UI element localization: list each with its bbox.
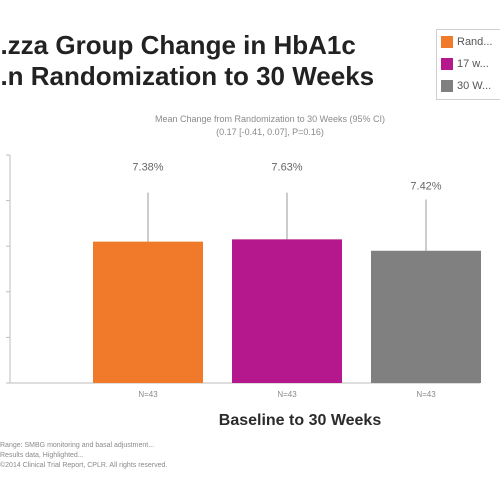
legend-swatch-gray (441, 80, 453, 92)
bar (232, 239, 342, 383)
legend-label: Rand... (457, 36, 493, 48)
chart-title: ...zza Group Change in HbA1c ...n Random… (0, 30, 430, 92)
footnote-line: ©2014 Clinical Trial Report, CPLR. All r… (0, 462, 168, 469)
data-label: 7.63% (271, 162, 302, 174)
bar (93, 241, 203, 383)
chart-subtitle: Mean Change from Randomization to 30 Wee… (40, 113, 500, 139)
x-tick-label: N=43 (277, 390, 297, 399)
data-label: 7.38% (132, 162, 163, 174)
legend-label: 30 W... (457, 80, 492, 92)
chart-subtitle-line-1: Mean Change from Randomization to 30 Wee… (155, 114, 385, 124)
legend-swatch-magenta (441, 58, 453, 70)
footnote-line: Results data, Highlighted... (0, 452, 84, 459)
legend-label: 17 w... (457, 58, 489, 70)
footnote-line: Range: SMBG monitoring and basal adjustm… (0, 442, 155, 449)
x-axis-title: Baseline to 30 Weeks (218, 412, 382, 429)
x-tick-label: N=43 (416, 390, 436, 399)
chart-title-line-1: ...zza Group Change in HbA1c (0, 30, 356, 60)
chart-legend: Rand... 17 w... 30 W... (436, 29, 500, 100)
chart-title-line-2: ...n Randomization to 30 Weeks (0, 61, 375, 91)
legend-item-randomization: Rand... (441, 32, 500, 52)
legend-item-30-weeks: 30 W... (441, 76, 500, 96)
bar (371, 250, 481, 383)
legend-swatch-orange (441, 36, 453, 48)
x-tick-label: N=43 (138, 390, 158, 399)
legend-item-17-weeks: 17 w... (441, 54, 500, 74)
chart-subtitle-line-2: (0.17 [-0.41, 0.07], P=0.16) (216, 127, 324, 137)
footnotes: Range: SMBG monitoring and basal adjustm… (0, 441, 330, 471)
data-label: 7.42% (410, 180, 441, 192)
